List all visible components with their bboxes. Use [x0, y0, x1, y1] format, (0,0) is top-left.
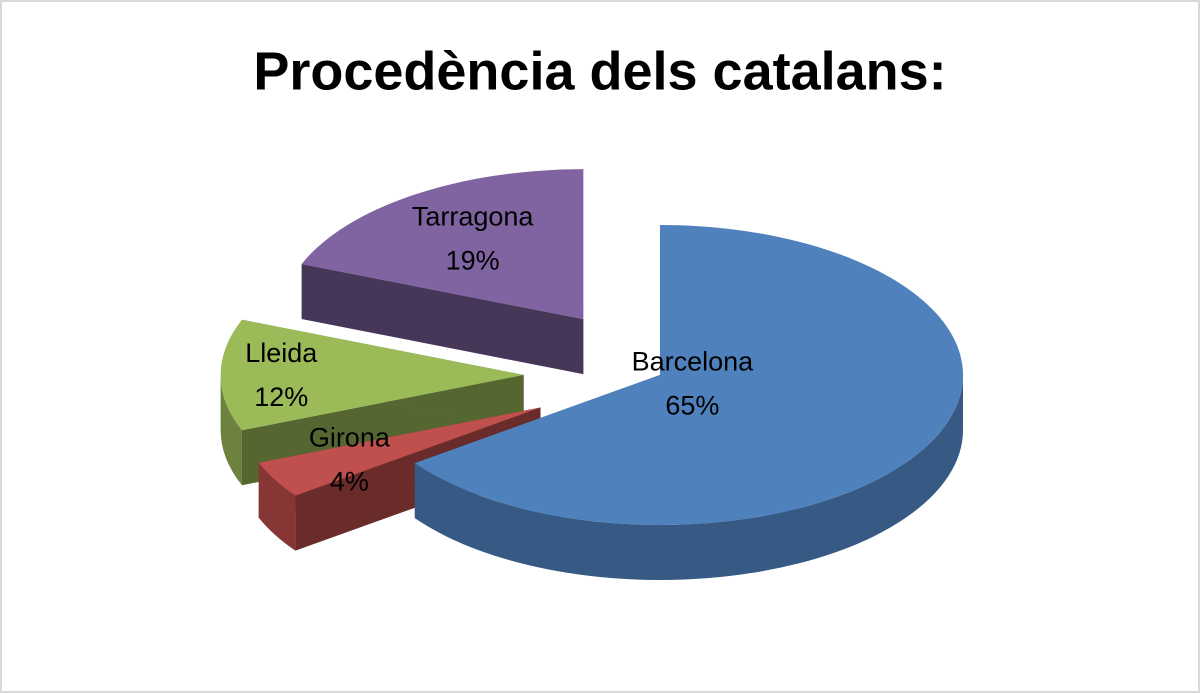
data-label-value: 12% — [254, 382, 308, 412]
slice-wall — [220, 375, 242, 486]
slice-side — [301, 263, 584, 375]
slice-wall — [258, 462, 296, 551]
slice-shade — [258, 407, 541, 518]
data-label-value: 4% — [330, 467, 369, 497]
data-label-category: Barcelona — [632, 346, 755, 376]
slice-shade — [414, 375, 963, 580]
pie-slice — [301, 169, 584, 320]
pie-slice — [220, 319, 524, 431]
slice-shade — [258, 462, 296, 551]
slice-shade — [301, 263, 584, 375]
data-label-value: 65% — [665, 390, 719, 420]
data-label-category: Tarragona — [412, 202, 535, 232]
slice-wall — [414, 375, 963, 580]
chart-title: Procedència dels catalans: — [253, 41, 946, 101]
data-label-category: Lleida — [245, 338, 318, 368]
pie-slice — [414, 225, 963, 525]
slice-side — [258, 407, 541, 518]
data-label-value: 19% — [446, 246, 500, 276]
data-label-category: Girona — [309, 423, 391, 453]
slice-shade — [220, 375, 242, 486]
pie-slice — [258, 407, 541, 496]
